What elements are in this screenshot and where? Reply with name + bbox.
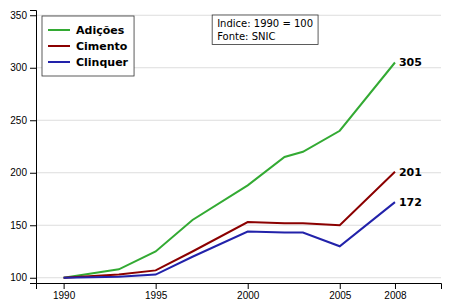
- series-line: [64, 63, 395, 278]
- x-tick-label: 1990: [53, 290, 76, 301]
- grid-line: [36, 172, 441, 173]
- legend-swatch: [48, 61, 70, 63]
- x-tick: 1990: [53, 283, 76, 301]
- grid-line: [36, 225, 441, 226]
- x-tick-label: 2008: [384, 290, 407, 301]
- legend-label: Clinquer: [76, 56, 129, 69]
- y-axis-line: [30, 11, 37, 284]
- y-tick-mark: [30, 173, 36, 174]
- x-axis-line: [37, 284, 442, 290]
- x-tick-mark: [340, 283, 341, 289]
- x-tick-mark: [248, 283, 249, 289]
- x-tick: 2000: [237, 283, 260, 301]
- annotations: 305 201 172 Indice: 1990 = 100Fonte: SNIC: [212, 15, 422, 209]
- legend-swatch: [48, 29, 70, 31]
- y-tick: 300: [10, 62, 36, 73]
- y-tick-mark: [30, 68, 36, 69]
- y-tick: 250: [10, 115, 36, 126]
- y-tick: 100: [10, 272, 36, 283]
- x-tick-mark: [395, 283, 396, 289]
- y-axis: 100 150 200 250 300 350: [10, 10, 36, 284]
- series-line: [64, 172, 395, 278]
- y-tick-label: 150: [10, 220, 27, 231]
- x-tick-mark: [64, 283, 65, 289]
- x-tick-mark: [156, 283, 157, 289]
- grid: [36, 15, 441, 278]
- y-tick-mark: [30, 120, 36, 121]
- end-label: 305: [399, 56, 422, 69]
- x-tick-label: 2005: [329, 290, 352, 301]
- x-tick: 1995: [145, 283, 168, 301]
- lines: [64, 63, 395, 278]
- end-label: 201: [399, 166, 422, 179]
- y-tick-label: 200: [10, 167, 27, 178]
- y-tick-label: 250: [10, 115, 27, 126]
- legend-label: Adições: [76, 24, 125, 37]
- y-tick: 150: [10, 220, 36, 231]
- legend-swatch: [48, 45, 70, 47]
- x-tick: 2008: [384, 283, 407, 301]
- x-tick-label: 2000: [237, 290, 260, 301]
- y-tick-label: 350: [10, 10, 27, 21]
- legend: Adições Cimento Clinquer: [42, 16, 134, 76]
- plot: 1990 1995 2000 2005 2008 100 150 200 250 300 350 30…: [10, 10, 441, 301]
- x-axis: 1990 1995 2000 2005 2008: [37, 283, 442, 301]
- annotation: Indice: 1990 = 100Fonte: SNIC: [217, 18, 313, 42]
- y-tick-mark: [30, 15, 36, 16]
- y-tick-label: 100: [10, 272, 27, 283]
- y-tick: 350: [10, 10, 36, 21]
- y-tick-label: 300: [10, 62, 27, 73]
- chart: 1990 1995 2000 2005 2008 100 150 200 250 300 350 30…: [0, 0, 455, 307]
- y-tick-mark: [30, 225, 36, 226]
- end-label: 172: [399, 196, 422, 209]
- legend-box: [42, 16, 134, 76]
- x-tick: 2005: [329, 283, 352, 301]
- grid-line: [36, 120, 441, 121]
- series-line: [64, 202, 395, 278]
- y-tick-mark: [30, 278, 36, 279]
- x-tick-label: 1995: [145, 290, 168, 301]
- y-tick: 200: [10, 167, 36, 178]
- legend-label: Cimento: [76, 40, 128, 53]
- annotation-box: [212, 15, 318, 45]
